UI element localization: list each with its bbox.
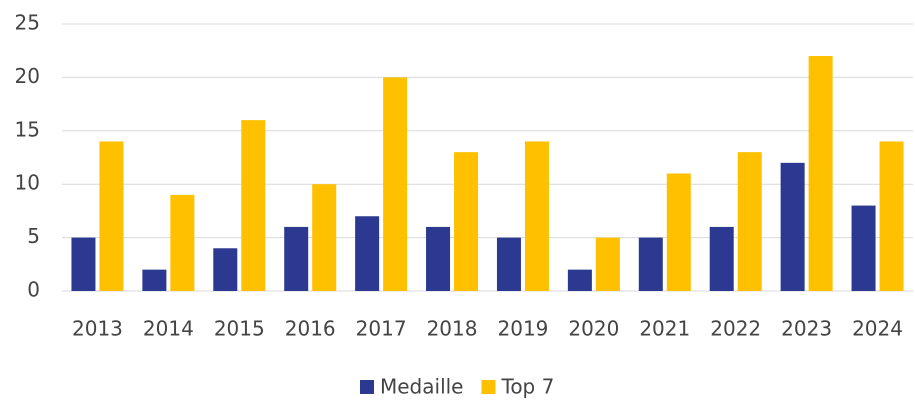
bar	[737, 152, 762, 291]
x-tick-label: 2014	[143, 317, 194, 341]
y-tick-label: 25	[15, 11, 40, 35]
x-tick-label: 2023	[781, 317, 832, 341]
bar	[241, 120, 266, 292]
x-tick-label: 2017	[356, 317, 407, 341]
bar	[142, 269, 167, 291]
bar	[426, 226, 451, 291]
x-tick-label: 2024	[852, 317, 903, 341]
legend-label: Medaille	[380, 375, 464, 399]
x-tick-label: 2013	[72, 317, 123, 341]
x-tick-label: 2018	[427, 317, 478, 341]
y-tick-label: 10	[15, 171, 40, 195]
bar	[879, 141, 904, 291]
y-tick-label: 15	[15, 117, 40, 141]
bar	[524, 141, 549, 291]
y-tick-label: 0	[27, 278, 40, 302]
bar	[99, 141, 124, 291]
y-tick-label: 5	[27, 224, 40, 248]
bar	[454, 152, 479, 291]
bar	[780, 162, 805, 291]
x-tick-label: 2016	[285, 317, 336, 341]
bar	[284, 226, 309, 291]
bar	[355, 216, 380, 291]
y-tick-label: 20	[15, 64, 40, 88]
bar	[638, 237, 663, 291]
legend-swatch	[481, 380, 496, 394]
bar	[595, 237, 620, 291]
legend-swatch	[360, 380, 374, 394]
bar	[666, 173, 691, 291]
bar	[808, 56, 833, 291]
bar	[213, 248, 238, 291]
bar	[312, 184, 337, 291]
bar	[71, 237, 96, 291]
bar	[851, 205, 876, 291]
bar	[170, 194, 195, 291]
x-tick-label: 2015	[214, 317, 265, 341]
bar	[383, 77, 408, 292]
x-tick-label: 2022	[710, 317, 761, 341]
x-tick-label: 2020	[568, 317, 619, 341]
bar	[496, 237, 521, 291]
x-tick-label: 2019	[498, 317, 549, 341]
bar	[709, 226, 734, 291]
legend-label: Top 7	[501, 375, 555, 399]
bar	[567, 269, 592, 291]
x-tick-label: 2021	[639, 317, 690, 341]
